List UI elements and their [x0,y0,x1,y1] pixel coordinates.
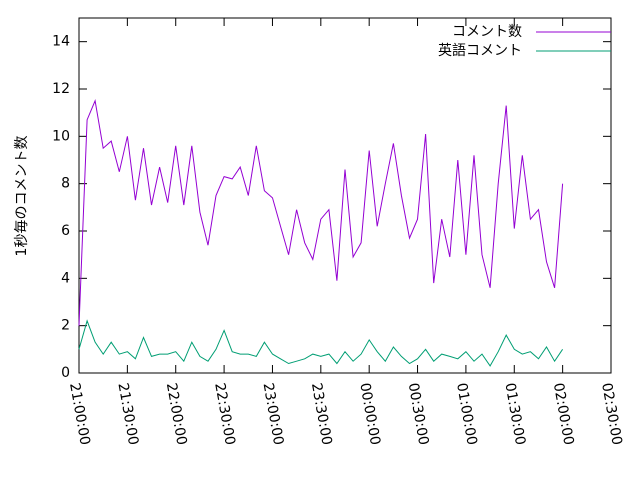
y-tick-label: 2 [61,318,70,334]
x-tick-label: 23:30:00 [308,382,335,447]
y-axis-label: 1秒毎のコメント数 [14,136,30,257]
x-tick-label: 02:30:00 [598,382,625,447]
x-tick-label: 00:30:00 [405,382,432,447]
y-tick-label: 8 [61,176,70,192]
x-tick-label: 00:00:00 [356,382,383,447]
series-line [78,99,564,326]
x-tick-label: 02:00:00 [550,382,577,447]
y-tick-label: 4 [61,270,70,286]
legend-label: コメント数 [452,24,522,40]
y-tick-label: 14 [52,34,70,50]
plot-frame [78,17,612,374]
x-tick-label: 21:30:00 [114,382,141,447]
x-tick-label: 01:00:00 [453,382,480,447]
y-tick-label: 0 [61,365,70,381]
x-tick-label: 22:00:00 [163,382,190,447]
x-tick-label: 23:00:00 [260,382,287,447]
x-tick-label: 21:00:00 [66,382,93,447]
y-tick-label: 10 [52,128,70,144]
y-tick-label: 12 [52,81,70,97]
legend-label: 英語コメント [438,42,522,59]
y-tick-label: 6 [61,223,70,239]
x-tick-label: 01:30:00 [501,382,528,447]
series-line [78,319,564,367]
x-tick-label: 22:30:00 [211,382,238,447]
